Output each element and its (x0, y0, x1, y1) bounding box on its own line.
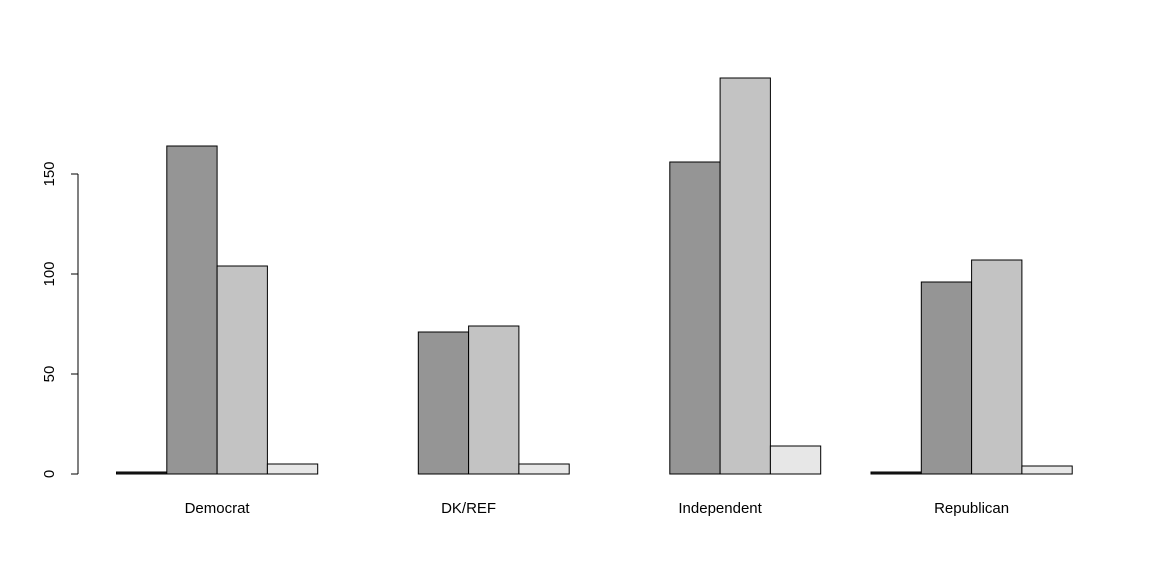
category-label: DK/REF (441, 500, 496, 517)
bar-democrat-series-2 (166, 145, 218, 475)
bar-dk-ref-series-3 (468, 325, 520, 475)
bar-dk-ref-series-2 (417, 331, 470, 475)
bar-independent-series-2 (669, 161, 721, 475)
bar-dk-ref-series-4 (518, 463, 570, 475)
bar-independent-series-3 (719, 77, 771, 475)
y-tick-label: 0 (41, 470, 58, 478)
y-axis: 0 50 100 150 (41, 161, 79, 478)
bar-republican-series-2 (920, 281, 973, 475)
bars-group (116, 77, 1073, 475)
bar-democrat-series-4 (266, 463, 319, 475)
y-tick-label: 150 (41, 161, 58, 186)
bar-independent-series-4 (769, 445, 822, 475)
bar-republican-series-3 (971, 259, 1023, 475)
category-label: Independent (678, 500, 762, 517)
bar-republican-series-1 (870, 471, 922, 475)
x-axis-labels: Democrat DK/REF Independent Republican (185, 500, 1010, 517)
category-label: Republican (934, 500, 1009, 517)
y-tick-label: 100 (41, 261, 58, 286)
category-label: Democrat (185, 500, 251, 517)
bar-democrat-series-3 (216, 265, 268, 475)
bar-democrat-series-1 (116, 471, 168, 475)
y-tick-label: 50 (41, 366, 58, 383)
bar-republican-series-4 (1021, 465, 1073, 475)
